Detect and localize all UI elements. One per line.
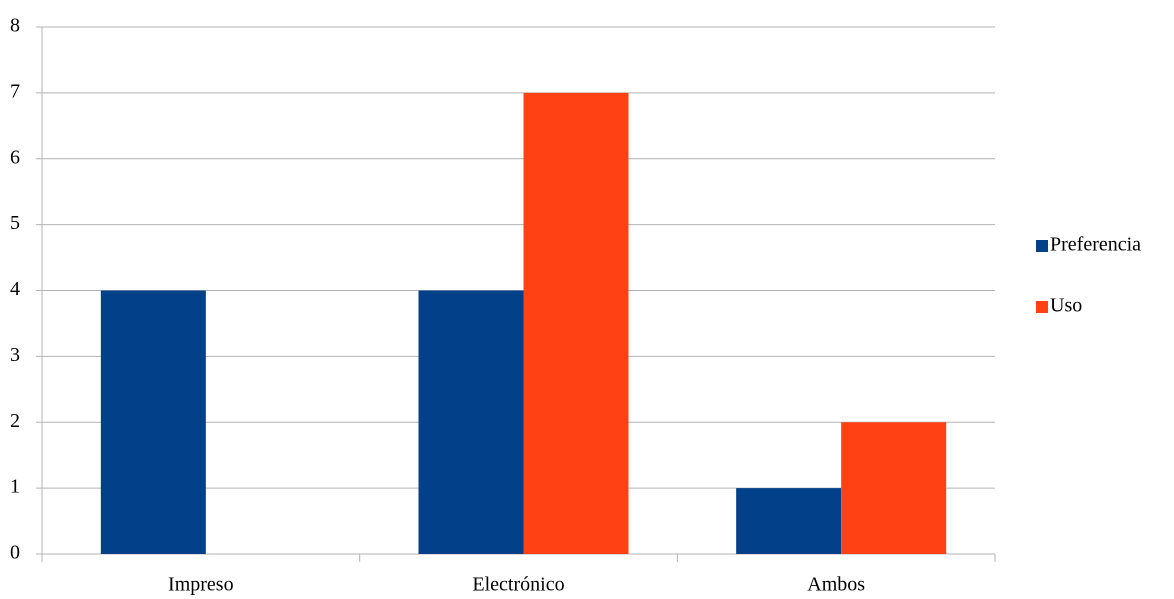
x-tick-label: Ambos (807, 574, 865, 596)
y-tick-label: 6 (10, 146, 20, 168)
y-tick-label: 4 (10, 278, 20, 300)
legend-swatch (1036, 240, 1048, 252)
legend-label: Preferencia (1050, 234, 1141, 256)
y-tick-label: 0 (10, 542, 20, 564)
y-tick-label: 2 (10, 410, 20, 432)
bar (736, 488, 841, 554)
y-tick-label: 1 (10, 476, 20, 498)
legend-label: Uso (1050, 295, 1082, 317)
bar (101, 291, 206, 555)
x-tick-label: Electrónico (472, 574, 564, 596)
bar (524, 93, 629, 554)
bar (419, 291, 524, 555)
bar (841, 422, 946, 554)
y-tick-label: 8 (10, 15, 20, 37)
chart: 0 1 2 3 4 5 6 7 8 Impreso Electrónico Ambos Preferen… (0, 0, 1174, 599)
y-tick-label: 7 (10, 80, 20, 102)
x-tick-label: Impreso (168, 574, 234, 596)
y-tick-label: 5 (10, 212, 20, 234)
y-tick-label: 3 (10, 344, 20, 366)
legend-swatch (1036, 301, 1048, 313)
